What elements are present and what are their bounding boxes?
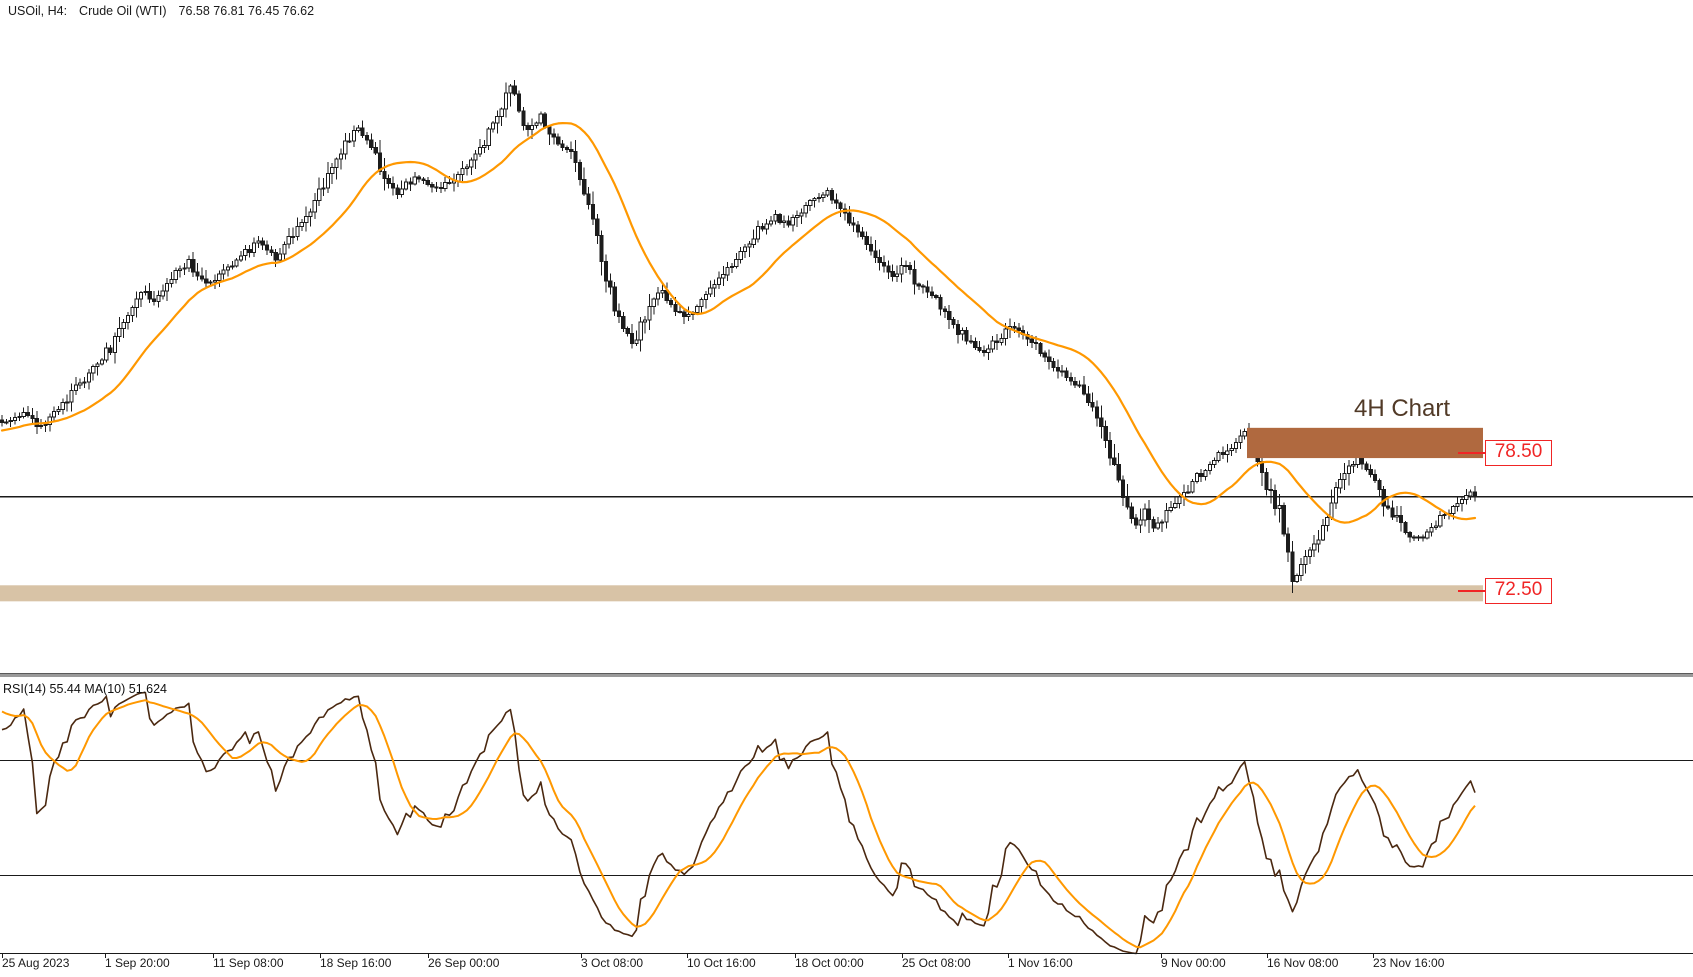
rsi-indicator-label: RSI(14) 55.44 MA(10) 51.624 <box>3 682 167 696</box>
time-axis-label: 9 Nov 00:00 <box>1161 956 1226 970</box>
panel-separator[interactable] <box>0 673 1693 677</box>
candles-layer <box>0 79 1478 594</box>
zone-annotation-text: 4H Chart <box>1353 395 1451 422</box>
time-axis-label: 23 Nov 16:00 <box>1373 956 1445 970</box>
ma-line <box>0 121 1477 524</box>
time-axis-label: 1 Nov 16:00 <box>1008 956 1073 970</box>
time-axis-label: 1 Sep 20:00 <box>105 956 170 970</box>
rsi-line <box>1 691 1476 955</box>
time-axis-label: 25 Aug 2023 <box>2 956 70 970</box>
time-axis-label: 16 Nov 08:00 <box>1267 956 1339 970</box>
time-axis-label: 26 Sep 00:00 <box>428 956 500 970</box>
rsi-ma-line <box>1 699 1476 949</box>
time-axis-label: 18 Oct 00:00 <box>795 956 864 970</box>
chart-title: USOil, H4: Crude Oil (WTI) 76.58 76.81 76.… <box>8 4 314 18</box>
time-axis-label: 3 Oct 08:00 <box>581 956 644 970</box>
instrument-name: Crude Oil (WTI) <box>79 4 167 18</box>
time-axis-label: 10 Oct 16:00 <box>687 956 756 970</box>
symbol-timeframe: USOil, H4: <box>8 4 68 18</box>
time-axis-label: 11 Sep 08:00 <box>213 956 284 970</box>
ohlc-readout: 76.58 76.81 76.45 76.62 <box>178 4 315 18</box>
resistance-zone-rect <box>1247 427 1483 459</box>
time-axis-label: 25 Oct 08:00 <box>902 956 971 970</box>
price-tag-7250: 72.50 <box>1485 578 1552 604</box>
support-zone-band <box>0 585 1483 602</box>
price-tag-7850: 78.50 <box>1485 440 1552 466</box>
time-axis-label: 18 Sep 16:00 <box>320 956 392 970</box>
